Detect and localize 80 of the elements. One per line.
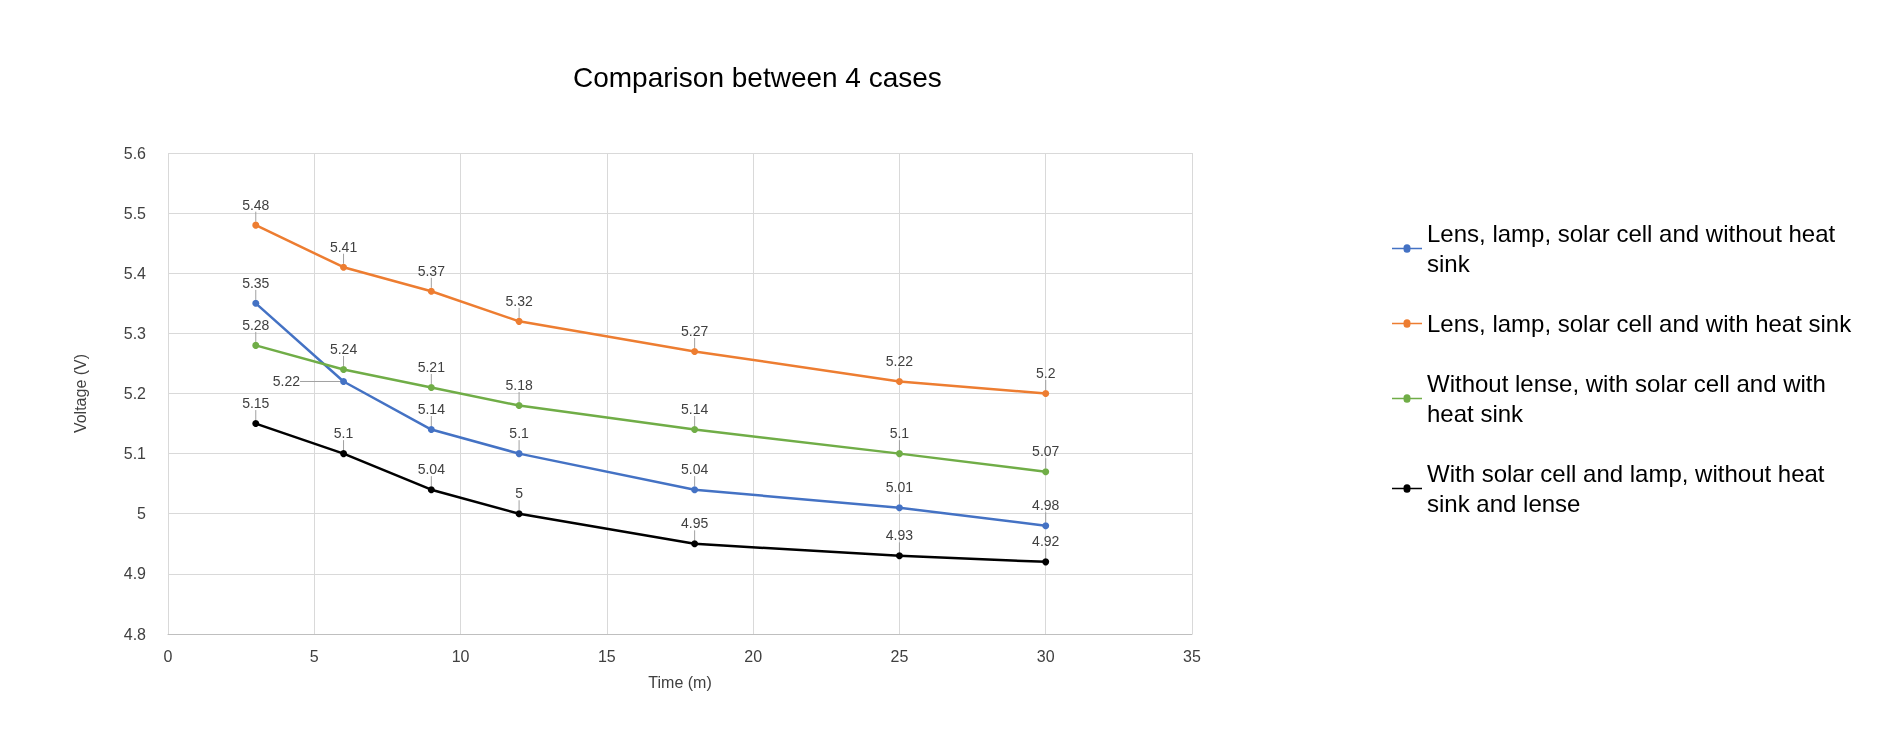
point: [340, 263, 348, 271]
legend-label: With solar cell and lamp, without heat sink and lense: [1427, 460, 1832, 517]
x-tick-label: 10: [451, 647, 470, 665]
point: [1042, 468, 1050, 476]
data-label: 5.14: [681, 401, 709, 418]
y-tick-label: 4.9: [123, 565, 147, 583]
point: [340, 365, 348, 373]
point: [691, 540, 699, 548]
point: [895, 552, 903, 560]
point: [340, 377, 348, 385]
data-label: 5.14: [417, 401, 446, 418]
data-label: 4.98: [1032, 497, 1060, 514]
point: [895, 504, 903, 512]
legend-label: Without lense, with solar cell and with heat sink: [1427, 370, 1833, 427]
point: [691, 486, 699, 494]
y-tick-label: 5.2: [123, 385, 147, 402]
y-tick-label: 5.3: [123, 324, 147, 342]
data-label: 5.1: [889, 425, 910, 442]
x-tick-label: 15: [597, 647, 616, 665]
x-tick-label: 25: [890, 647, 909, 665]
data-label: 5.22: [885, 352, 914, 369]
x-tick-label: 5: [309, 647, 319, 665]
point: [691, 426, 699, 434]
y-tick-label: 5.1: [123, 445, 147, 463]
y-tick-label: 4.8: [123, 625, 147, 643]
data-label: 5.1: [333, 425, 354, 442]
x-tick-label: 0: [163, 647, 173, 665]
point: [340, 450, 348, 458]
point: [515, 450, 523, 458]
data-label: 5.07: [1032, 443, 1060, 460]
chart-title: Comparison between 4 cases: [573, 61, 942, 93]
data-label: 5.21: [417, 358, 446, 375]
point: [515, 510, 523, 518]
data-label: 5.35: [242, 274, 270, 291]
point: [427, 426, 435, 434]
x-axis-title: Time (m): [648, 673, 712, 691]
point: [691, 347, 699, 355]
x-tick-label: 30: [1036, 647, 1055, 665]
y-tick-label: 5.4: [123, 264, 147, 282]
data-label: 5.04: [417, 461, 446, 478]
point: [895, 450, 903, 458]
data-label: 4.93: [885, 527, 914, 544]
data-label: 5.37: [417, 262, 446, 279]
x-tick-label: 35: [1183, 647, 1201, 665]
data-label: 5.1: [509, 425, 530, 442]
y-tick-label: 5.6: [123, 144, 147, 162]
point: [1042, 558, 1050, 566]
data-label: 5.27: [681, 322, 709, 339]
point: [252, 341, 260, 349]
data-label: 5.2: [1035, 365, 1056, 381]
data-label: 5.18: [505, 377, 533, 394]
point: [252, 420, 260, 428]
point: [427, 383, 435, 391]
legend-label: Lens, lamp, solar cell and without heat sink: [1427, 220, 1842, 277]
data-label: 5.28: [242, 316, 270, 333]
point: [515, 402, 523, 410]
point: [252, 221, 260, 229]
data-label: 5.32: [505, 292, 533, 309]
x-tick-label: 20: [744, 647, 763, 665]
data-label: 5.41: [329, 238, 358, 255]
data-label: 5.04: [681, 461, 709, 478]
point: [515, 317, 523, 325]
point: [895, 377, 903, 385]
y-tick-label: 5.5: [123, 204, 147, 222]
point: [1042, 390, 1050, 397]
data-label: 4.92: [1032, 533, 1060, 550]
data-label: 5.15: [242, 395, 270, 412]
point: [252, 299, 260, 307]
y-tick-label: 5: [137, 505, 147, 523]
y-axis-title: Voltage (V): [71, 353, 89, 434]
point: [1042, 522, 1050, 530]
data-label: 4.95: [681, 515, 709, 532]
point: [427, 486, 435, 494]
data-label: 5.01: [885, 479, 914, 496]
legend-label: Lens, lamp, solar cell and with heat sink: [1427, 310, 1853, 337]
data-label: 5.22: [272, 373, 301, 390]
point: [427, 287, 435, 295]
data-label: 5: [515, 485, 524, 502]
data-label: 5.24: [329, 340, 358, 357]
data-label: 5.48: [242, 196, 270, 213]
